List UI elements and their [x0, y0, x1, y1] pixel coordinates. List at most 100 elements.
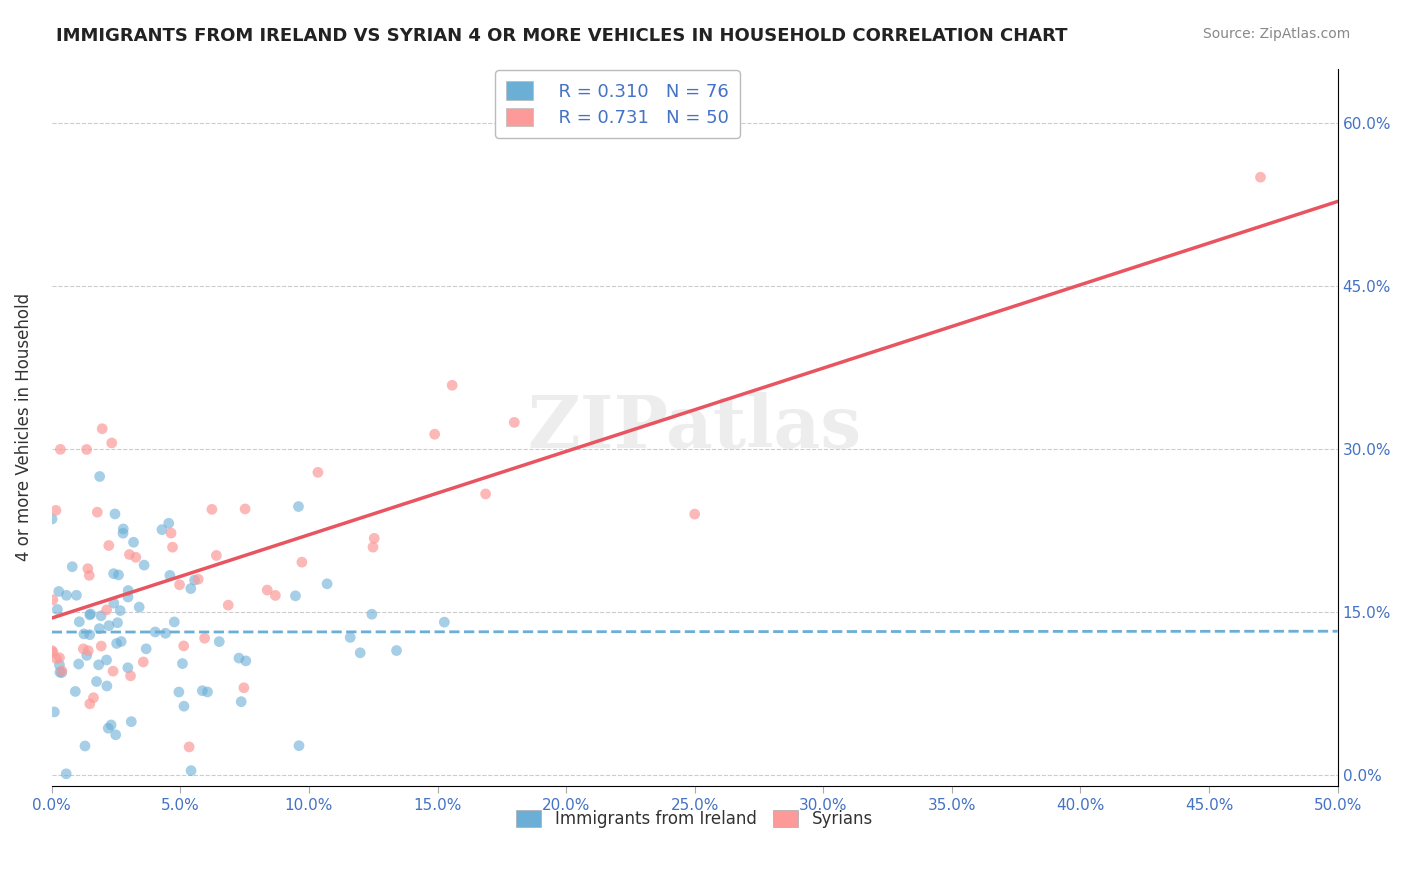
- Point: [208, 634, 231, 648]
- Point: [233, 502, 256, 516]
- Point: [187, 572, 209, 586]
- Point: [86, 674, 108, 689]
- Point: [256, 583, 278, 598]
- Point: [172, 657, 194, 671]
- Point: [1250, 170, 1272, 185]
- Point: [110, 634, 132, 648]
- Point: [423, 427, 446, 442]
- Point: [104, 507, 127, 521]
- Point: [100, 436, 122, 450]
- Point: [97, 618, 120, 632]
- Point: [86, 505, 108, 519]
- Point: [42, 592, 65, 607]
- Point: [77, 643, 100, 657]
- Point: [180, 764, 202, 778]
- Text: IMMIGRANTS FROM IRELAND VS SYRIAN 4 OR MORE VEHICLES IN HOUSEHOLD CORRELATION CH: IMMIGRANTS FROM IRELAND VS SYRIAN 4 OR M…: [56, 27, 1067, 45]
- Point: [316, 577, 339, 591]
- Point: [291, 555, 314, 569]
- Point: [96, 679, 118, 693]
- Point: [49, 442, 72, 457]
- Point: [101, 664, 124, 678]
- Text: ZIPatlas: ZIPatlas: [527, 392, 862, 463]
- Point: [162, 540, 184, 554]
- Point: [76, 648, 98, 663]
- Point: [67, 657, 90, 671]
- Point: [65, 684, 87, 698]
- Point: [100, 718, 122, 732]
- Point: [683, 507, 706, 521]
- Point: [44, 705, 66, 719]
- Point: [90, 608, 112, 623]
- Point: [45, 503, 67, 517]
- Point: [191, 683, 214, 698]
- Point: [231, 695, 253, 709]
- Point: [167, 685, 190, 699]
- Point: [160, 526, 183, 541]
- Point: [79, 697, 101, 711]
- Point: [503, 416, 526, 430]
- Point: [155, 626, 177, 640]
- Point: [96, 603, 118, 617]
- Point: [103, 596, 125, 610]
- Point: [120, 714, 142, 729]
- Point: [235, 654, 257, 668]
- Point: [79, 628, 101, 642]
- Legend: Immigrants from Ireland, Syrians: Immigrants from Ireland, Syrians: [510, 804, 880, 835]
- Point: [73, 627, 96, 641]
- Point: [360, 607, 382, 622]
- Point: [79, 607, 101, 621]
- Point: [197, 685, 219, 699]
- Point: [284, 589, 307, 603]
- Point: [55, 588, 77, 602]
- Point: [87, 657, 110, 672]
- Y-axis label: 4 or more Vehicles in Household: 4 or more Vehicles in Household: [15, 293, 32, 561]
- Point: [72, 641, 94, 656]
- Point: [264, 589, 287, 603]
- Point: [42, 645, 65, 659]
- Point: [173, 699, 195, 714]
- Point: [307, 466, 329, 480]
- Point: [103, 566, 125, 581]
- Point: [122, 535, 145, 549]
- Point: [107, 568, 129, 582]
- Point: [228, 651, 250, 665]
- Point: [173, 639, 195, 653]
- Point: [89, 622, 111, 636]
- Point: [76, 442, 98, 457]
- Point: [287, 500, 309, 514]
- Point: [363, 532, 385, 546]
- Point: [180, 582, 202, 596]
- Point: [194, 632, 217, 646]
- Point: [49, 665, 72, 680]
- Point: [65, 588, 87, 602]
- Point: [128, 600, 150, 615]
- Point: [89, 469, 111, 483]
- Point: [90, 639, 112, 653]
- Point: [105, 636, 128, 650]
- Point: [73, 739, 96, 753]
- Point: [46, 602, 69, 616]
- Point: [55, 767, 77, 781]
- Point: [132, 655, 155, 669]
- Point: [48, 584, 70, 599]
- Text: Source: ZipAtlas.com: Source: ZipAtlas.com: [1202, 27, 1350, 41]
- Point: [97, 721, 120, 735]
- Point: [96, 653, 118, 667]
- Point: [67, 615, 90, 629]
- Point: [474, 487, 496, 501]
- Point: [79, 607, 101, 622]
- Point: [48, 650, 70, 665]
- Point: [150, 523, 173, 537]
- Point: [51, 665, 73, 680]
- Point: [339, 631, 361, 645]
- Point: [41, 643, 63, 657]
- Point: [157, 516, 180, 531]
- Point: [120, 669, 142, 683]
- Point: [91, 422, 114, 436]
- Point: [112, 526, 135, 541]
- Point: [125, 550, 148, 565]
- Point: [201, 502, 224, 516]
- Point: [134, 558, 156, 573]
- Point: [205, 549, 228, 563]
- Point: [76, 562, 98, 576]
